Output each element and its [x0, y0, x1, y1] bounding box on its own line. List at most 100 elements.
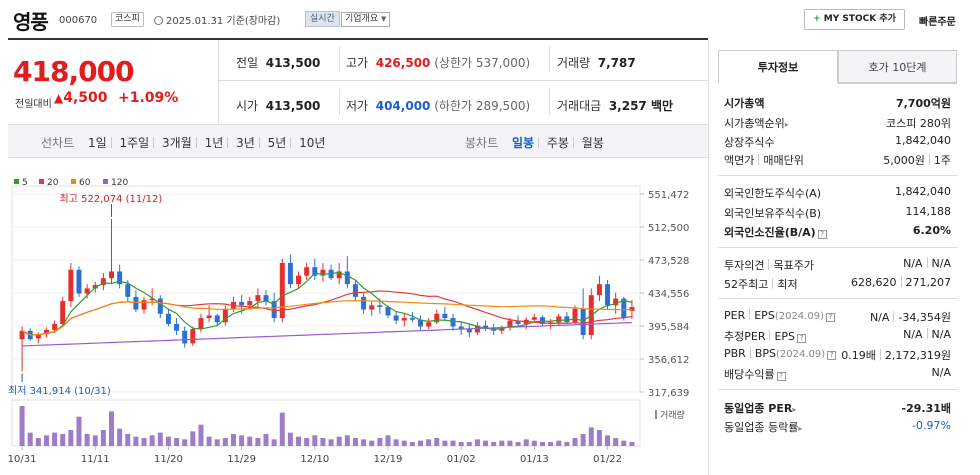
legend-label: 60: [79, 178, 91, 188]
period-10y[interactable]: 10년: [299, 136, 326, 150]
period-3m[interactable]: 3개월: [162, 136, 192, 150]
volume-bar: [255, 438, 261, 446]
volume-bar: [230, 434, 236, 446]
fast-order-link[interactable]: 빠른주문: [919, 17, 956, 28]
chevron-down-icon: ▼: [381, 15, 387, 23]
info-foreign-limit: 외국인한도주식수(A) 1,842,040: [724, 185, 951, 200]
volume-bar: [361, 439, 367, 446]
legend-label: 5: [22, 178, 28, 188]
candle-weekly[interactable]: 주봉: [546, 136, 569, 150]
legend-swatch: [71, 179, 76, 184]
my-stock-add-button[interactable]: + MY STOCK 추가: [804, 9, 905, 30]
volume-bar: [133, 436, 139, 446]
candle-body: [442, 313, 448, 319]
candle-body: [385, 307, 391, 316]
candle-daily[interactable]: 일봉: [511, 136, 535, 150]
help-icon[interactable]: ?: [797, 334, 807, 343]
x-tick-label: 10/31: [8, 454, 37, 465]
prev-close: 전일 413,500: [236, 56, 321, 70]
help-icon[interactable]: ?: [825, 313, 835, 322]
candle-body: [296, 275, 302, 285]
candle-body: [133, 296, 139, 310]
volume-bar: [393, 439, 399, 446]
candle-body: [174, 323, 180, 331]
candle-body: [531, 317, 537, 320]
volume-plot-area: [11, 399, 641, 447]
volume-bar: [117, 428, 123, 446]
divider: [219, 80, 708, 81]
candlestick-chart[interactable]: 551,472 512,500 473,528 434,556 395,584 356,6…: [0, 172, 708, 475]
period-1y[interactable]: 1년: [204, 136, 224, 150]
volume-bar: [377, 438, 383, 446]
company-info-dropdown[interactable]: 기업개요 ▼: [341, 12, 391, 27]
candle-body: [141, 300, 147, 310]
candle-body: [52, 323, 58, 330]
change-percent: +1.09%: [118, 90, 179, 106]
help-icon[interactable]: ?: [827, 351, 837, 360]
candle-body: [19, 330, 25, 340]
period-5y[interactable]: 5년: [267, 136, 287, 150]
change-label: 전일대비: [15, 99, 52, 110]
info-per-eps: PER EPS(2024.09)? N/A -34,354원: [724, 309, 951, 324]
candle-body: [255, 295, 261, 302]
volume-bar: [483, 440, 489, 446]
volume-bar: [198, 424, 204, 446]
info-icon: ▸: [792, 405, 797, 414]
info-sector-change: 동일업종 등락률▸ -0.97%: [724, 419, 951, 434]
help-icon[interactable]: ?: [776, 372, 786, 381]
trade-amount: 거래대금 3,257 백만: [557, 99, 674, 113]
candle-body: [214, 315, 220, 323]
info-foreign-holding: 외국인보유주식수(B) 114,188: [724, 205, 951, 220]
candle-body: [92, 285, 98, 289]
candle-body: [401, 318, 407, 321]
line-chart-periods: 선차트 1일 1주일 3개월 1년 3년 5년 10년: [41, 134, 325, 151]
candle-chart-types: 봉차트 일봉 주봉 월봉: [465, 134, 604, 151]
y-tick-label: 473,528: [648, 256, 689, 267]
info-icon: ▸: [784, 120, 789, 129]
info-est-per: 추정PER EPS? N/A N/A: [724, 328, 951, 343]
realtime-button[interactable]: 실시간: [305, 11, 340, 27]
max-annotation: 최고 522,074 (11/12): [60, 193, 163, 205]
info-dividend: 배당수익률? N/A: [724, 366, 951, 381]
volume-bar: [43, 435, 49, 446]
divider: [339, 89, 340, 115]
up-arrow-icon: ▲: [54, 91, 64, 105]
info-sector-per: 동일업종 PER▸ -29.31배: [724, 402, 951, 415]
candle-body: [336, 271, 342, 279]
candle-body: [361, 296, 367, 310]
divider: [718, 389, 957, 390]
candle-body: [613, 298, 619, 306]
volume-bar: [336, 436, 342, 446]
candle-body: [320, 269, 326, 276]
volume-bar: [499, 440, 505, 446]
clock-icon: [154, 16, 163, 25]
volume-bar: [279, 412, 285, 446]
chart-toolbar: [8, 124, 708, 158]
volume-bar: [182, 439, 188, 446]
volume-bar: [76, 416, 82, 446]
info-icon: ▸: [798, 424, 803, 433]
volume-bar: [125, 434, 131, 446]
tab-invest-info[interactable]: 투자정보: [718, 50, 838, 83]
candle-body: [369, 305, 375, 310]
candle-body: [352, 284, 358, 297]
moving-average-60: [21, 300, 632, 336]
period-1d[interactable]: 1일: [87, 136, 107, 150]
volume-bar: [450, 440, 456, 446]
volume-bar: [605, 435, 611, 446]
volume-bar: [263, 434, 269, 446]
volume-bar: [613, 438, 619, 446]
volume-bar: [287, 432, 293, 446]
change-value: ▲4,500: [54, 90, 108, 106]
tab-order-book[interactable]: 호가 10단계: [838, 50, 957, 83]
volume-bar: [434, 438, 440, 446]
candle-body: [515, 320, 521, 324]
help-icon[interactable]: ?: [817, 230, 827, 239]
volume-bar: [556, 440, 562, 446]
period-3y[interactable]: 3년: [236, 136, 255, 150]
candle-body: [182, 330, 188, 344]
x-tick-label: 01/13: [520, 454, 549, 465]
volume-bar: [149, 435, 155, 446]
candle-monthly[interactable]: 월봉: [581, 136, 604, 150]
period-1w[interactable]: 1주일: [119, 136, 150, 150]
